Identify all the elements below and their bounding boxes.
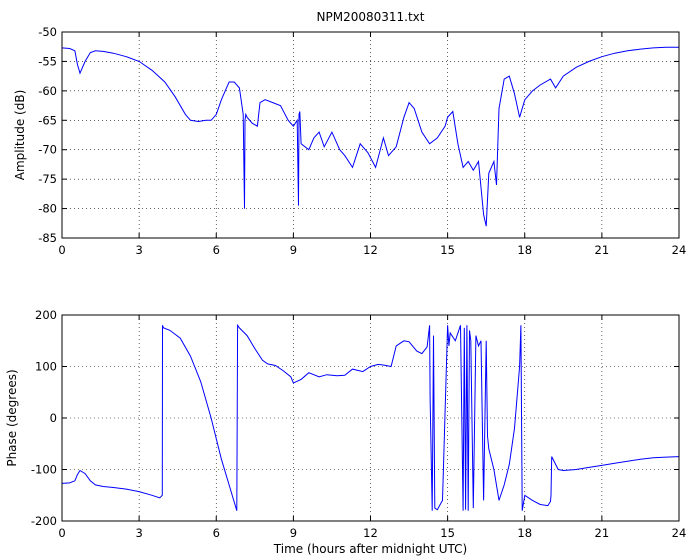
amplitude-y-tick-label: -55 [38, 54, 57, 68]
amplitude-y-tick-label: -75 [38, 172, 57, 186]
amplitude-x-tick-label: 0 [58, 243, 65, 257]
amplitude-panel: 0 3 6 9 12 15 18 21 24 -85 -80 -75 -70 -65 -60 -55 -50 N… [13, 10, 686, 257]
chart-title: NPM20080311.txt [317, 10, 425, 24]
phase-ticks: 0 3 6 9 12 15 18 21 24 -200 -100 0 100 200 [31, 308, 686, 540]
amplitude-y-tick-label: -60 [38, 84, 57, 98]
amplitude-x-tick-label: 3 [135, 243, 142, 257]
amplitude-y-tick-label: -85 [38, 231, 57, 245]
amplitude-y-tick-label: -65 [38, 113, 57, 127]
phase-x-tick-label: 18 [517, 526, 532, 540]
phase-y-tick-label: -100 [31, 463, 57, 477]
amplitude-x-tick-label: 12 [363, 243, 378, 257]
phase-x-axis-label: Time (hours after midnight UTC) [273, 542, 467, 556]
amplitude-x-tick-label: 18 [517, 243, 532, 257]
amplitude-grid [62, 32, 679, 238]
phase-series-line [61, 323, 680, 511]
phase-x-tick-label: 3 [135, 526, 142, 540]
amplitude-x-tick-label: 24 [672, 243, 687, 257]
amplitude-y-tick-label: -70 [38, 143, 57, 157]
phase-x-tick-label: 12 [363, 526, 378, 540]
phase-y-tick-label: 200 [35, 308, 57, 322]
phase-panel: 0 3 6 9 12 15 18 21 24 -200 -100 0 100 200 Time (hour… [5, 308, 686, 556]
amplitude-x-tick-label: 15 [440, 243, 455, 257]
amplitude-ticks: 0 3 6 9 12 15 18 21 24 -85 -80 -75 -70 -65 -60 -55 -50 [38, 25, 686, 257]
phase-x-tick-label: 15 [440, 526, 455, 540]
phase-y-tick-label: 0 [50, 411, 57, 425]
amplitude-x-tick-label: 6 [213, 243, 220, 257]
phase-y-tick-label: 100 [35, 360, 57, 374]
phase-y-tick-label: -200 [31, 514, 57, 528]
phase-x-tick-label: 24 [672, 526, 687, 540]
phase-x-tick-label: 6 [213, 526, 220, 540]
amplitude-y-axis-label: Amplitude (dB) [13, 90, 27, 181]
amplitude-y-tick-label: -50 [38, 25, 57, 39]
amplitude-x-tick-label: 21 [595, 243, 610, 257]
phase-x-tick-label: 0 [58, 526, 65, 540]
amplitude-plot-area [62, 32, 679, 238]
amplitude-x-tick-label: 9 [290, 243, 297, 257]
amplitude-series-line [61, 46, 679, 227]
phase-y-axis-label: Phase (degrees) [5, 369, 19, 466]
phase-x-tick-label: 9 [290, 526, 297, 540]
phase-x-tick-label: 21 [595, 526, 610, 540]
amplitude-y-tick-label: -80 [38, 202, 57, 216]
